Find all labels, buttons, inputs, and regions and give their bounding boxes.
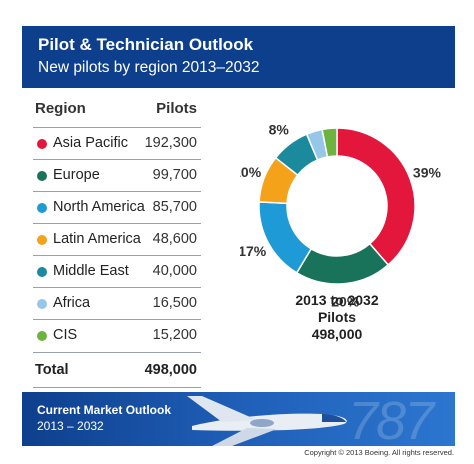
donut-slice-cis bbox=[321, 127, 338, 158]
region-name: CIS bbox=[53, 327, 78, 343]
table-row: Africa 16,500 bbox=[33, 287, 201, 319]
pilot-count: 48,600 bbox=[152, 231, 197, 247]
footer-banner: 787 Current Market Outlook 2013 – 2032 bbox=[22, 392, 455, 446]
table-row: North America 85,700 bbox=[33, 191, 201, 223]
pilot-count: 40,000 bbox=[152, 263, 197, 279]
region-name: Latin America bbox=[53, 231, 141, 247]
table-row: Asia Pacific 192,300 bbox=[33, 127, 201, 159]
legend-dot-latin-america bbox=[37, 235, 47, 245]
page-title: Pilot & Technician Outlook bbox=[38, 35, 254, 54]
legend-dot-europe bbox=[37, 171, 47, 181]
pilot-count: 16,500 bbox=[152, 295, 197, 311]
table-row: CIS 15,200 bbox=[33, 319, 201, 351]
center-text-period: 2013 to 2032 bbox=[295, 292, 378, 308]
total-label: Total bbox=[35, 362, 69, 378]
donut-slice-asia-pacific bbox=[336, 127, 416, 266]
legend-dot-asia-pacific bbox=[37, 139, 47, 149]
pilot-count: 15,200 bbox=[152, 327, 197, 343]
copyright-notice: Copyright © 2013 Boeing. All rights rese… bbox=[304, 448, 454, 457]
percent-label-asia-pacific: 39% bbox=[413, 164, 442, 180]
footer-title: Current Market Outlook bbox=[37, 403, 172, 417]
center-text-pilots: Pilots bbox=[318, 309, 356, 325]
legend-dot-africa bbox=[37, 299, 47, 309]
watermark-787: 787 bbox=[348, 392, 434, 446]
region-name: Middle East bbox=[53, 263, 129, 279]
legend-dot-cis bbox=[37, 331, 47, 341]
pilot-count: 85,700 bbox=[152, 199, 197, 215]
header-banner: Pilot & Technician Outlook New pilots by… bbox=[22, 26, 455, 88]
donut-slices bbox=[258, 127, 416, 285]
percent-label-middle-east: 8% bbox=[269, 122, 290, 138]
pilot-count: 99,700 bbox=[152, 167, 197, 183]
region-name: Africa bbox=[53, 295, 91, 311]
region-name: Asia Pacific bbox=[53, 135, 128, 151]
legend-dot-north-america bbox=[37, 203, 47, 213]
column-header-region: Region bbox=[35, 100, 86, 117]
table-row: Middle East 40,000 bbox=[33, 255, 201, 287]
column-header-pilots: Pilots bbox=[156, 100, 197, 117]
region-name: North America bbox=[53, 199, 145, 215]
percent-labels: 39%20%17%10%8%3%3% bbox=[240, 120, 441, 310]
center-text-total: 498,000 bbox=[312, 326, 363, 342]
percent-label-africa: 3% bbox=[299, 120, 320, 122]
footer-years: 2013 – 2032 bbox=[37, 419, 104, 433]
pilot-count: 192,300 bbox=[144, 135, 197, 151]
total-value: 498,000 bbox=[144, 362, 197, 378]
total-row: Total 498,000 bbox=[33, 352, 201, 388]
percent-label-latin-america: 10% bbox=[240, 164, 262, 180]
legend-dot-middle-east bbox=[37, 267, 47, 277]
page-subtitle: New pilots by region 2013–2032 bbox=[38, 59, 260, 76]
airplane-illustration bbox=[22, 392, 455, 446]
table-row: Europe 99,700 bbox=[33, 159, 201, 191]
donut-slice-north-america bbox=[258, 201, 313, 274]
percent-label-north-america: 17% bbox=[240, 243, 267, 259]
percent-label-europe: 20% bbox=[331, 294, 360, 310]
donut-chart: 39%20%17%10%8%3%3% 2013 to 2032 Pilots 4… bbox=[240, 120, 441, 342]
region-name: Europe bbox=[53, 167, 100, 183]
table-row: Latin America 48,600 bbox=[33, 223, 201, 255]
